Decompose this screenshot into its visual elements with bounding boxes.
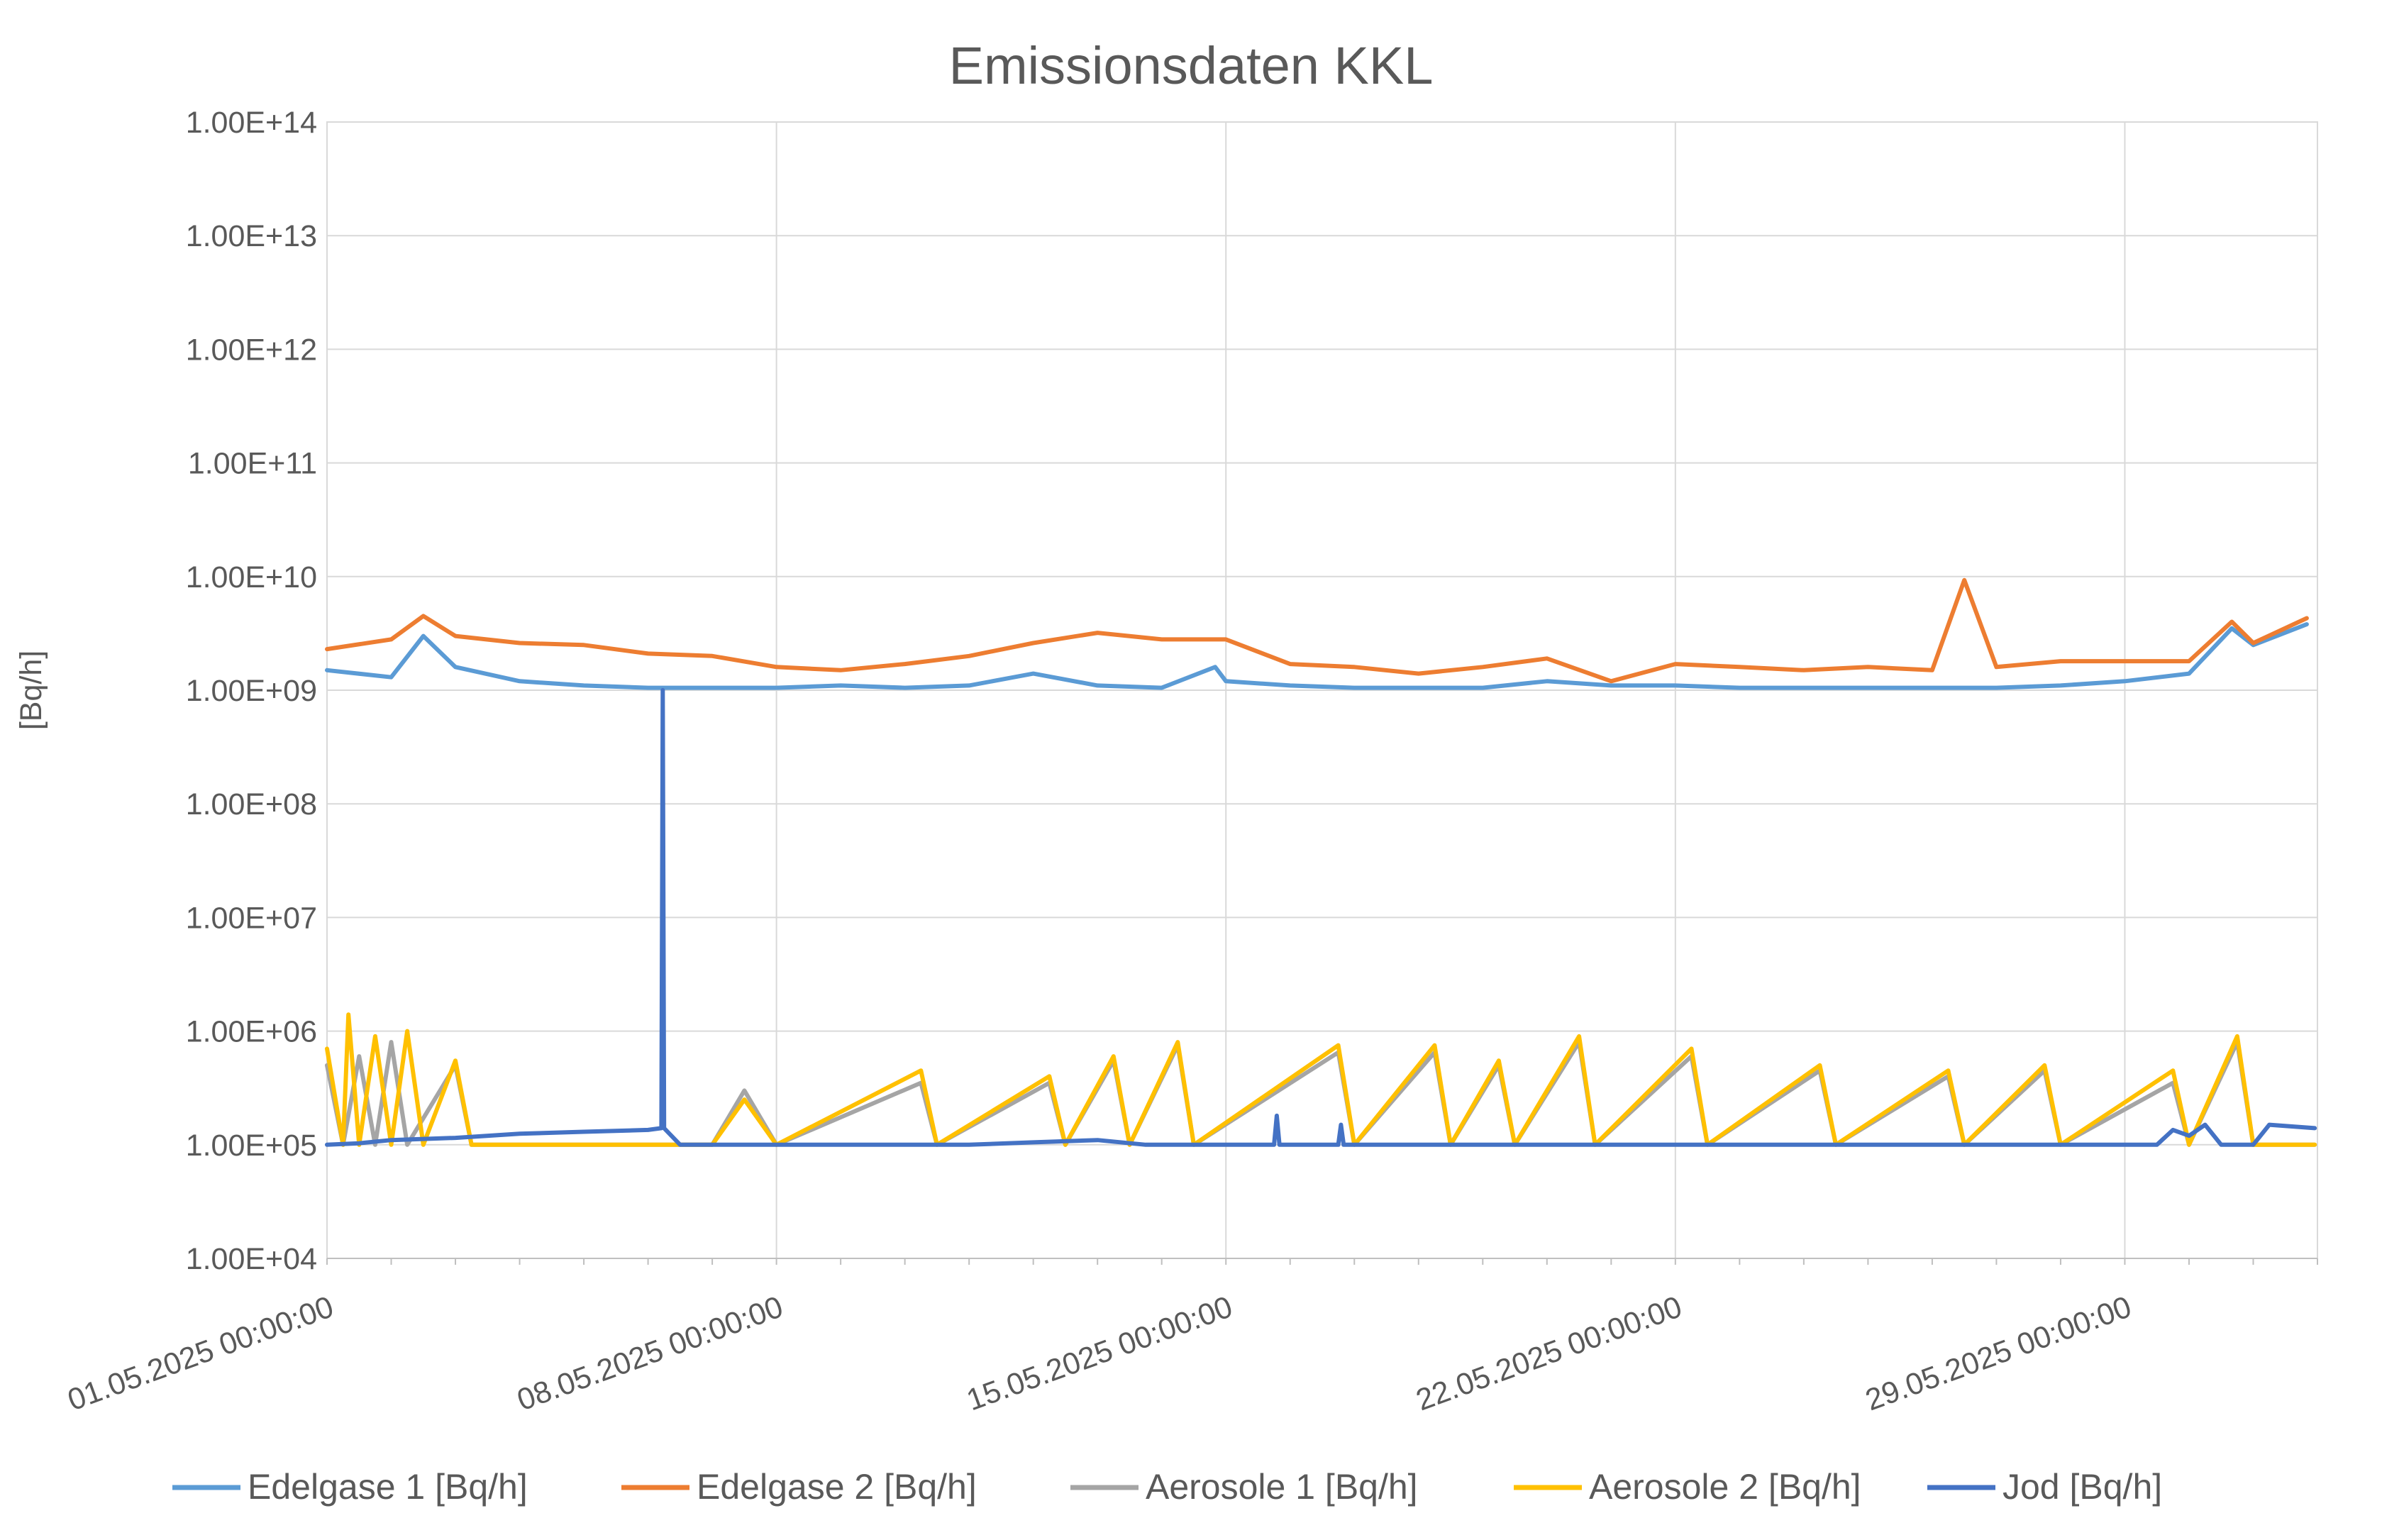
- y-tick-label: 1.00E+06: [186, 1015, 317, 1049]
- y-tick-label: 1.00E+09: [186, 674, 317, 708]
- y-tick-label: 1.00E+07: [186, 901, 317, 935]
- series-line-5: [325, 688, 2317, 1147]
- legend-label: Aerosole 1 [Bq/h]: [1146, 1467, 1418, 1507]
- chart-title: Emissionsdaten KKL: [949, 36, 1434, 95]
- y-axis-title: [Bq/h]: [14, 650, 48, 730]
- y-tick-label: 1.00E+12: [186, 333, 317, 367]
- y-tick-label: 1.00E+08: [186, 787, 317, 821]
- y-tick-label: 1.00E+11: [188, 447, 317, 481]
- series-line-4: [325, 1012, 2317, 1147]
- y-tick-label: 1.00E+13: [186, 219, 317, 253]
- legend-label: Edelgase 2 [Bq/h]: [697, 1467, 977, 1507]
- legend-label: Aerosole 2 [Bq/h]: [1589, 1467, 1861, 1507]
- y-tick-label: 1.00E+05: [186, 1129, 317, 1163]
- legend: Edelgase 1 [Bq/h] Edelgase 2 [Bq/h] Aeroso…: [172, 1467, 2162, 1507]
- y-tick-label: 1.00E+14: [186, 106, 317, 140]
- series-group: [325, 577, 2317, 1147]
- series-line-2: [325, 577, 2309, 684]
- y-tick-label: 1.00E+04: [186, 1242, 317, 1276]
- series-line-1: [325, 622, 2309, 690]
- legend-label: Jod [Bq/h]: [2002, 1467, 2162, 1507]
- legend-label: Edelgase 1 [Bq/h]: [248, 1467, 528, 1507]
- y-tick-label: 1.00E+10: [186, 560, 317, 594]
